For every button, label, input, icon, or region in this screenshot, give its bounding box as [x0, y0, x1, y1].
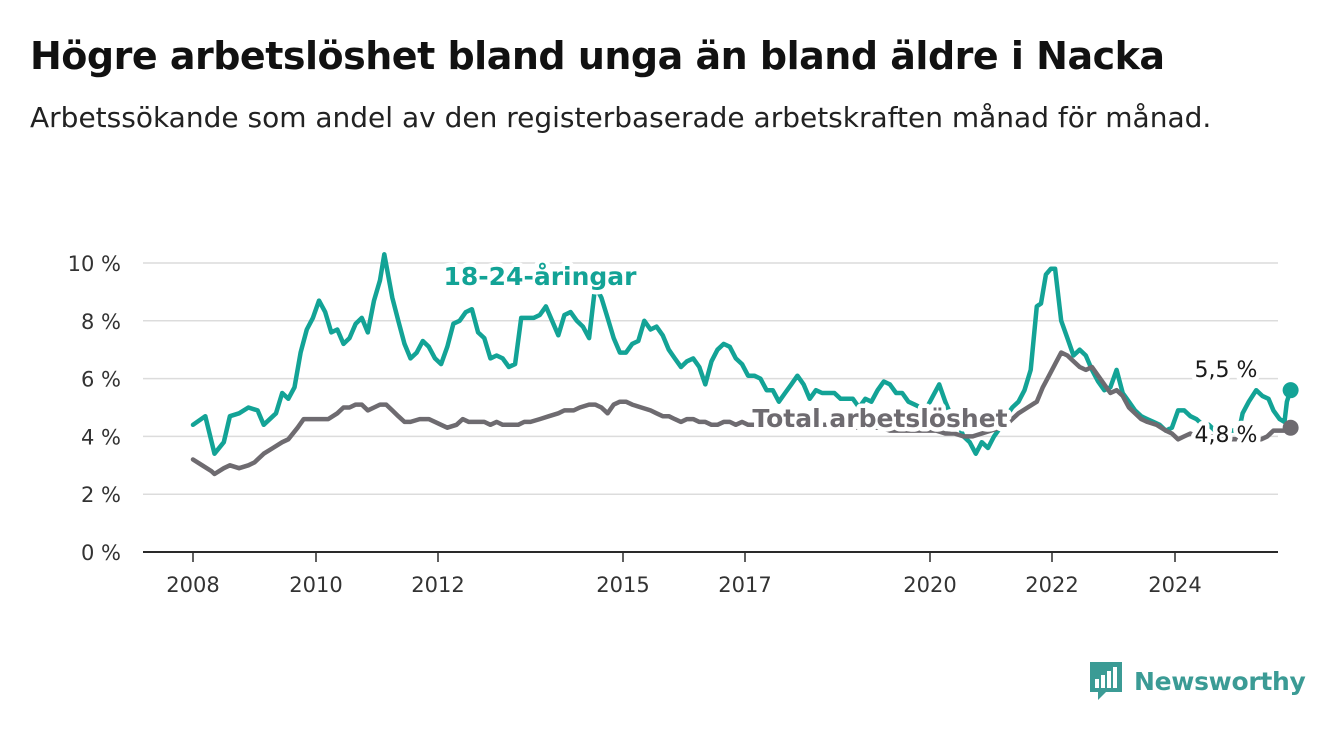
- x-tick-label: 2024: [1148, 573, 1201, 597]
- x-tick-label: 2017: [718, 573, 771, 597]
- end-label-total: 4,8 %: [1195, 423, 1258, 448]
- x-tick-label: 2010: [289, 573, 342, 597]
- y-tick-label: 4 %: [81, 425, 121, 449]
- end-dot-youth: [1282, 382, 1299, 399]
- y-tick-label: 8 %: [81, 310, 121, 334]
- x-tick-label: 2008: [166, 573, 219, 597]
- x-tick-label: 2012: [411, 573, 464, 597]
- x-tick-label: 2020: [903, 573, 956, 597]
- series-label-youth: 18-24-åringar: [444, 262, 638, 291]
- chart-title: Högre arbetslöshet bland unga än bland ä…: [30, 34, 1165, 78]
- y-tick-label: 6 %: [81, 368, 121, 392]
- y-axis-labels: 0 % 2 % 4 % 6 % 8 % 10 %: [68, 252, 121, 565]
- series-line-total: [190, 350, 1293, 477]
- series-lines: [190, 252, 1299, 477]
- annotations: 18-24-åringar Total arbetslöshet 5,5 % 4,8 …: [439, 258, 1262, 453]
- series-line-youth: [190, 252, 1293, 456]
- newsworthy-logo: Newsworthy: [1088, 660, 1306, 702]
- x-axis-labels: 2008 2010 2012 2015 2017 2020 2022 2024: [166, 552, 1202, 597]
- newsworthy-logo-icon: [1090, 662, 1122, 700]
- x-tick-label: 2022: [1025, 573, 1078, 597]
- grid-lines: [143, 262, 1278, 553]
- y-tick-label: 10 %: [68, 252, 121, 276]
- y-tick-label: 2 %: [81, 483, 121, 507]
- brand-name: Newsworthy: [1134, 666, 1306, 696]
- series-label-total: Total arbetslöshet: [752, 404, 1007, 433]
- y-tick-label: 0 %: [81, 541, 121, 565]
- x-tick-label: 2015: [596, 573, 649, 597]
- end-dot-total: [1282, 419, 1299, 436]
- end-label-youth: 5,5 %: [1195, 358, 1258, 383]
- chart-subtitle: Arbetssökande som andel av den registerb…: [30, 101, 1212, 134]
